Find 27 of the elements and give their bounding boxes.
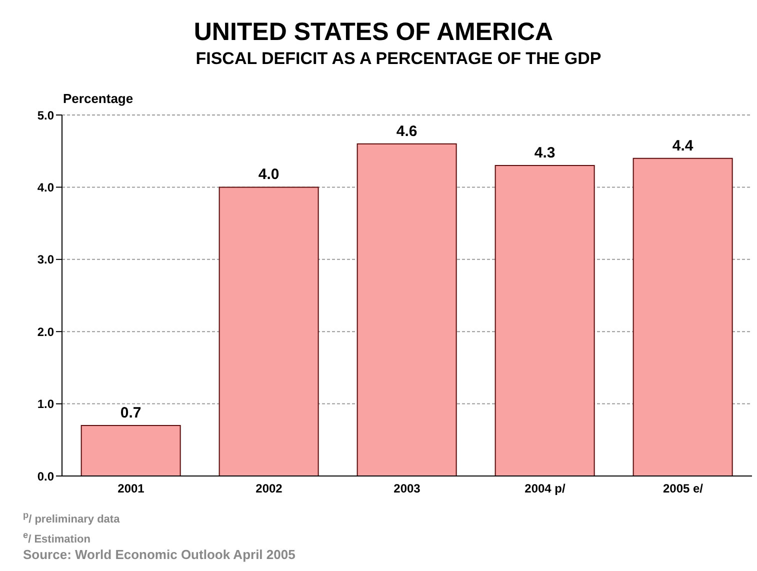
chart-title: UNITED STATES OF AMERICA [192,18,554,47]
y-tick-label: 1.0 [37,397,54,412]
bar [632,158,733,476]
x-tick-label: 2002 [256,482,283,496]
y-tick-label: 2.0 [37,324,54,339]
data-label: 4.0 [258,166,280,184]
data-label: 4.4 [672,137,694,154]
text: $^{p}$/ preliminary data [23,509,121,528]
chart-subtitle: FISCAL DEFICIT AS A PERCENTAGE OF THE GDP [194,49,602,69]
bar [218,186,319,476]
x-tick-label: 2004 p/ [524,482,566,496]
x-tick-label: 2005 e/ [662,482,704,496]
y-axis-title: Percentage [63,91,134,106]
data-label: 4.6 [396,122,418,140]
bar [80,424,181,476]
data-label: 4.3 [534,144,556,162]
y-tick-label: 0.0 [37,469,54,484]
y-tick-label: 5.0 [37,108,54,122]
bar [356,143,457,476]
y-tick-label: 4.0 [37,180,54,194]
x-tick-label: 2001 [118,482,145,496]
x-tick-label: 2003 [394,482,421,496]
bar [494,165,595,476]
y-tick-label: 3.0 [37,252,54,267]
data-label: 0.7 [120,404,142,422]
text: $^{e}$/ Estimation [23,528,92,548]
source-note: Source: World Economic Outlook April 2005 [23,547,296,562]
